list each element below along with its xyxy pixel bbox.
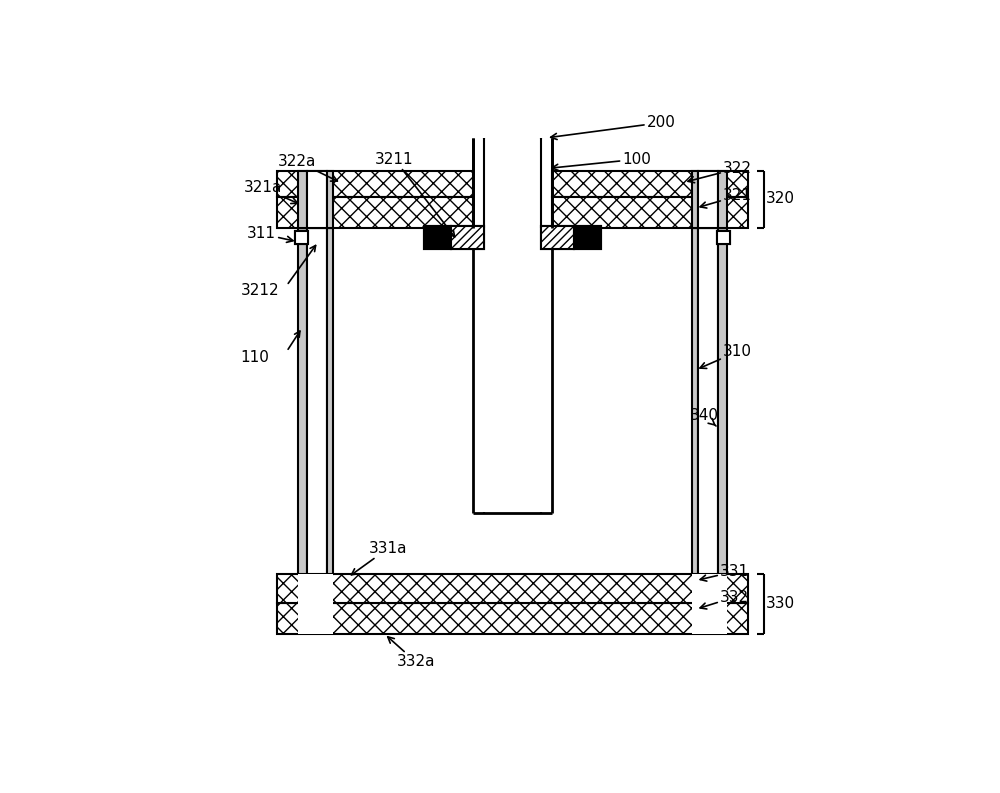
Bar bbox=[277, 197, 473, 228]
Text: 332a: 332a bbox=[388, 637, 435, 669]
Text: 311: 311 bbox=[247, 226, 293, 243]
Bar bbox=[298, 171, 307, 228]
Text: 331a: 331a bbox=[351, 541, 408, 575]
Bar bbox=[574, 226, 601, 249]
Text: 310: 310 bbox=[700, 344, 752, 369]
Bar bbox=[541, 226, 574, 249]
Bar bbox=[327, 228, 333, 574]
Bar bbox=[552, 197, 748, 228]
Text: 110: 110 bbox=[241, 351, 270, 366]
Bar bbox=[277, 171, 473, 197]
Text: 322: 322 bbox=[688, 161, 752, 182]
Bar bbox=[277, 603, 748, 634]
Bar bbox=[718, 228, 727, 574]
Text: 340: 340 bbox=[690, 408, 719, 426]
Bar bbox=[692, 574, 727, 634]
Bar bbox=[717, 231, 730, 244]
Text: 3212: 3212 bbox=[241, 283, 279, 298]
Text: 320: 320 bbox=[766, 191, 795, 206]
Bar bbox=[327, 171, 333, 228]
Text: 332: 332 bbox=[700, 589, 749, 609]
Text: 321a: 321a bbox=[244, 181, 298, 204]
Bar bbox=[295, 231, 308, 244]
Text: 200: 200 bbox=[551, 115, 676, 140]
Bar bbox=[475, 139, 550, 512]
Text: 100: 100 bbox=[552, 151, 651, 170]
Bar bbox=[298, 574, 333, 634]
Text: 3211: 3211 bbox=[375, 151, 455, 237]
Text: 330: 330 bbox=[766, 596, 795, 611]
Bar bbox=[717, 231, 730, 244]
Bar bbox=[277, 574, 748, 603]
Bar bbox=[692, 171, 727, 228]
Bar bbox=[298, 228, 307, 574]
Bar bbox=[698, 171, 718, 228]
Text: 331: 331 bbox=[700, 564, 749, 581]
Bar bbox=[451, 226, 484, 249]
Bar bbox=[698, 228, 718, 574]
Bar bbox=[307, 171, 327, 228]
Text: 321: 321 bbox=[700, 189, 752, 208]
Bar bbox=[541, 226, 574, 249]
Bar bbox=[574, 226, 601, 249]
Bar bbox=[692, 171, 698, 228]
Bar bbox=[307, 228, 327, 574]
Bar bbox=[718, 171, 727, 228]
Bar bbox=[451, 226, 484, 249]
Text: 322a: 322a bbox=[277, 154, 337, 181]
Bar bbox=[424, 226, 451, 249]
Bar bbox=[295, 231, 308, 244]
Bar bbox=[298, 171, 333, 228]
Bar bbox=[692, 228, 698, 574]
Bar bbox=[424, 226, 451, 249]
Bar bbox=[552, 171, 748, 197]
